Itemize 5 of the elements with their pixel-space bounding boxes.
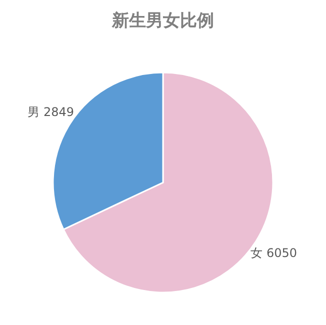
data-label: 6050: [266, 246, 298, 260]
data-label: 2849: [44, 104, 74, 119]
slice-label: 女: [250, 246, 262, 260]
chart-title: 新生男女比例: [111, 11, 214, 31]
slice-label: 男: [28, 104, 40, 119]
